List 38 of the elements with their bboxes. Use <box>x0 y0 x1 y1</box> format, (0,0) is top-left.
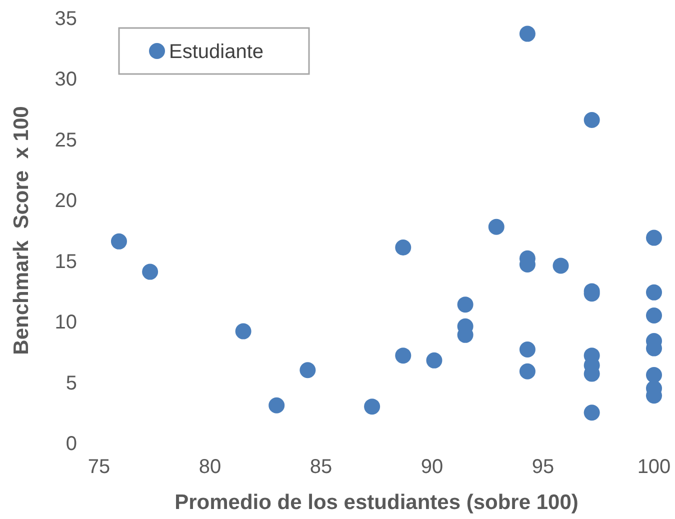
legend-label: Estudiante <box>169 41 264 63</box>
y-tick-label: 35 <box>54 8 77 30</box>
point <box>646 308 662 324</box>
x-tick-label: 80 <box>198 456 222 478</box>
point <box>142 264 158 280</box>
point <box>646 284 662 300</box>
y-tick-label: 25 <box>54 129 77 152</box>
x-tick-label: 85 <box>310 456 332 478</box>
y-axis-title: Benchmark Score x 100 <box>10 106 33 355</box>
y-tick-label: 30 <box>54 68 77 91</box>
point <box>268 397 285 414</box>
point <box>426 352 442 368</box>
point <box>488 218 504 235</box>
y-tick-label: 10 <box>54 312 77 334</box>
point <box>395 240 412 256</box>
point <box>646 230 662 246</box>
point <box>584 404 600 421</box>
y-tick-label: 5 <box>66 372 77 394</box>
point <box>457 296 474 313</box>
point <box>364 398 380 415</box>
point <box>519 26 536 42</box>
y-tick-label: 0 <box>66 433 77 455</box>
point <box>519 363 536 380</box>
x-tick-label: 90 <box>420 456 444 478</box>
point <box>395 348 412 364</box>
x-axis-title: Promedio de los estudiantes (sobre 100) <box>174 491 578 514</box>
point <box>235 323 252 340</box>
y-tick-label: 20 <box>54 190 77 212</box>
y-tick-label: 15 <box>54 250 77 273</box>
x-tick-label: 100 <box>637 456 671 478</box>
point <box>519 342 536 358</box>
point <box>300 362 316 378</box>
point <box>584 112 600 128</box>
x-tick-label: 75 <box>88 456 110 478</box>
point <box>646 367 662 383</box>
point <box>110 233 127 250</box>
point <box>552 258 569 274</box>
x-tick-label: 95 <box>532 456 554 478</box>
